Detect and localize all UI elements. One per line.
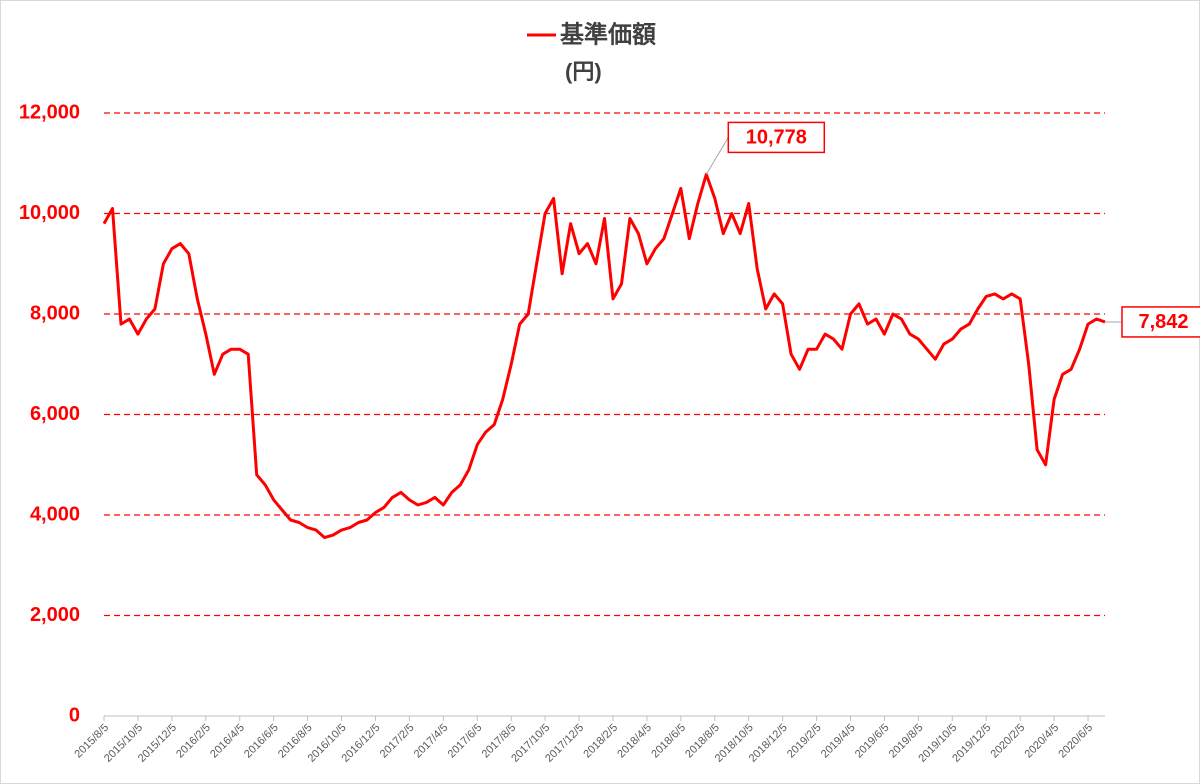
data-label: 10,778 (746, 127, 807, 149)
y-tick-label: 2,000 (30, 604, 80, 626)
data-label: 7,842 (1138, 311, 1188, 333)
y-tick-label: 12,000 (19, 101, 80, 123)
series-line (102, 172, 1106, 540)
y-tick-label: 6,000 (30, 403, 80, 425)
legend-label: 基準価額 (560, 20, 656, 48)
y-tick-label: 4,000 (30, 503, 80, 525)
y-tick-label: 10,000 (19, 202, 80, 224)
label-leader (705, 137, 729, 175)
label-box (1121, 306, 1200, 338)
label-box (727, 121, 826, 154)
y-tick-label: 0 (69, 704, 80, 726)
y-axis-label: (円) (565, 59, 602, 84)
y-tick-label: 8,000 (30, 302, 80, 324)
